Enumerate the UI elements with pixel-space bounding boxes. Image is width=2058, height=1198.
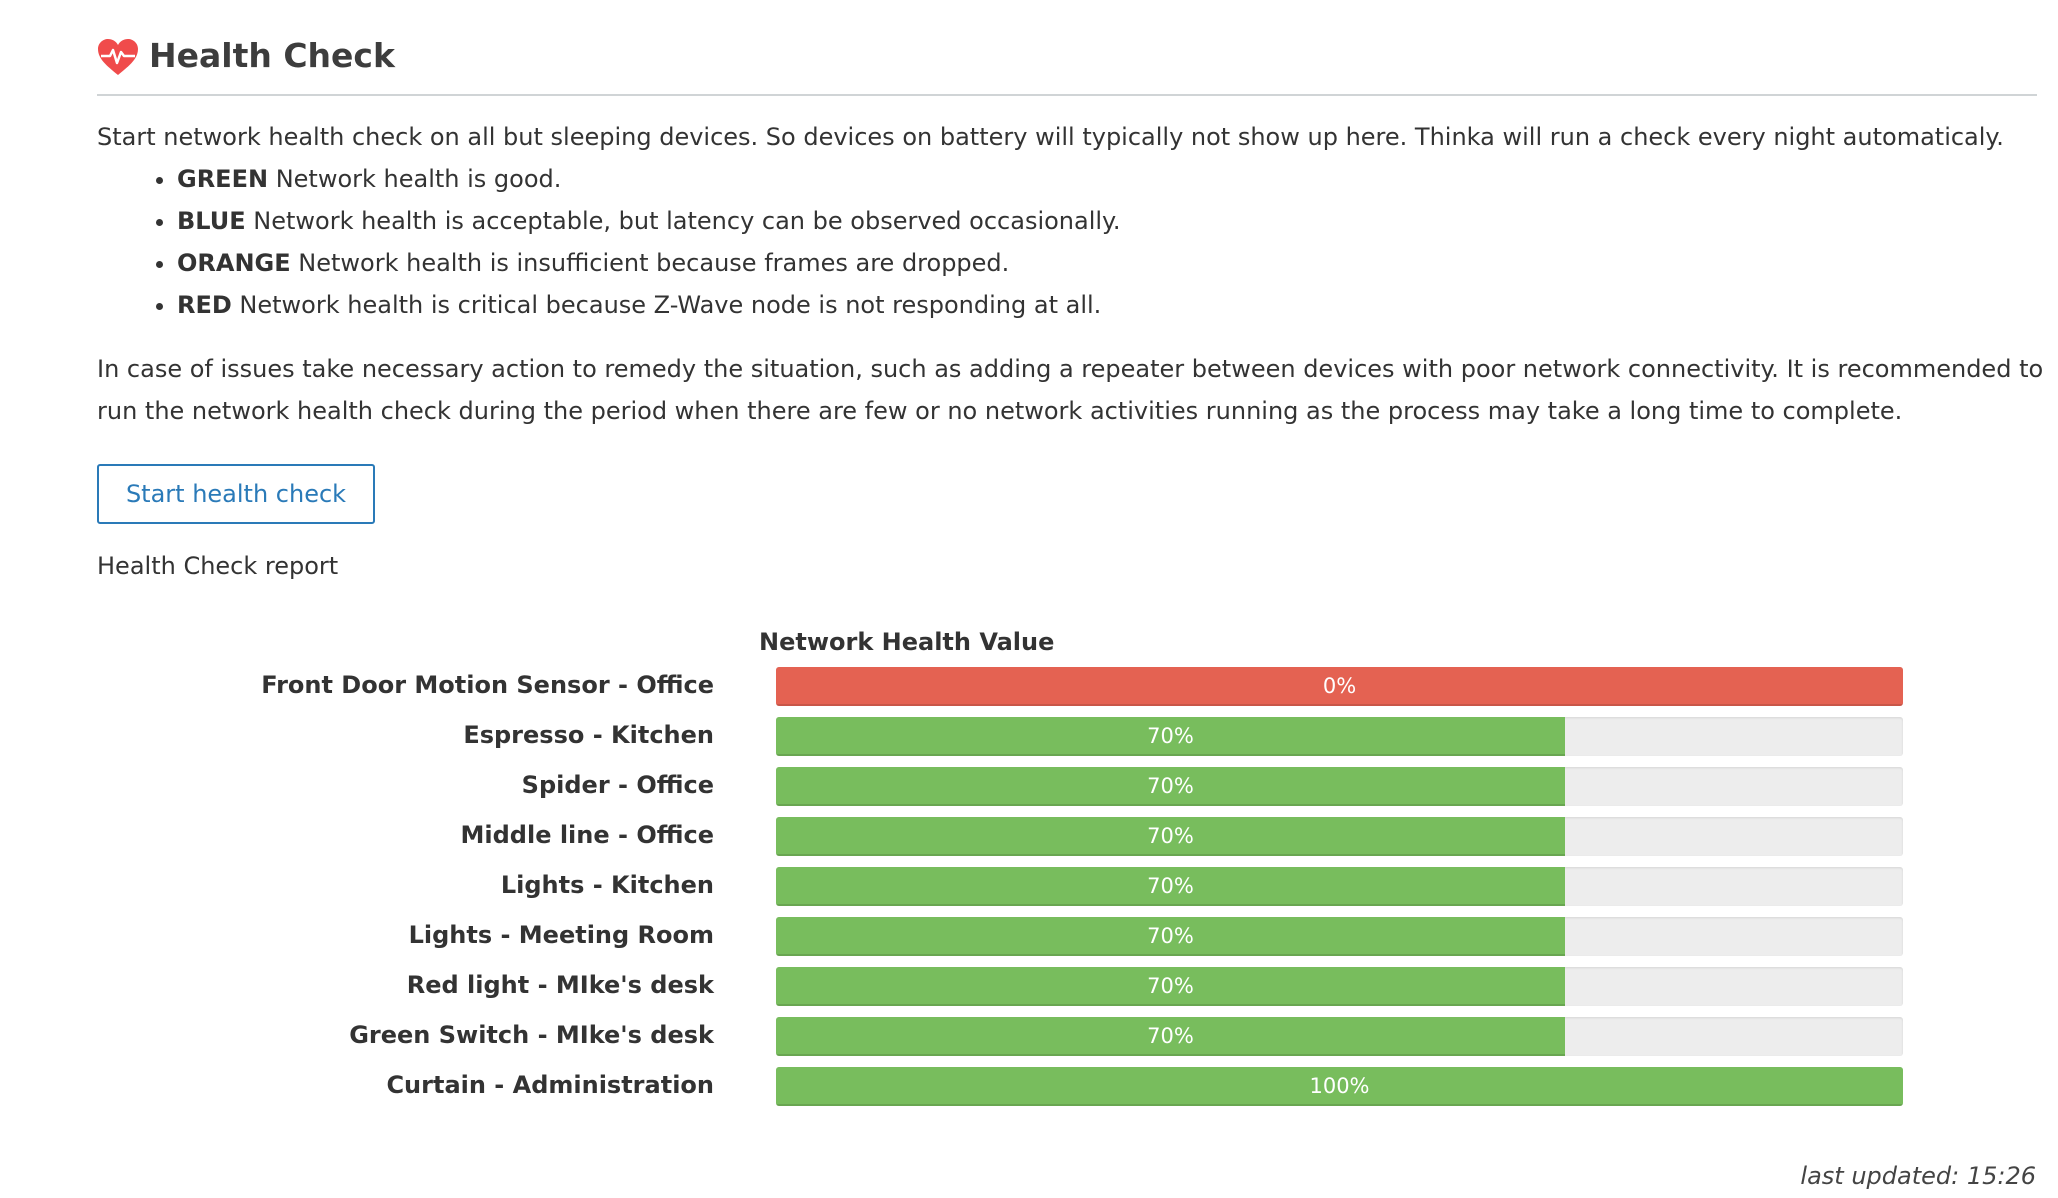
device-row: Lights - Meeting Room 70% [0,917,2058,957]
legend-list: GREEN Network health is good. BLUE Netwo… [97,158,2047,326]
health-progress-bar: 70% [776,717,1903,756]
health-progress-bar: 70% [776,967,1903,1006]
health-value: 0% [1322,674,1357,698]
health-progress-bar: 70% [776,817,1903,856]
device-row: Lights - Kitchen 70% [0,867,2058,907]
health-bar-fill: 70% [776,867,1565,906]
intro-section: Start network health check on all but sl… [97,116,2047,326]
health-progress-bar: 70% [776,917,1903,956]
last-updated: last updated: 15:26 [1800,1162,2036,1190]
device-row: Green Switch - MIke's desk 70% [0,1017,2058,1057]
health-value: 100% [1309,1074,1370,1098]
health-value: 70% [1147,874,1194,898]
intro-text: Start network health check on all but sl… [97,123,2004,151]
health-bar-fill: 70% [776,1017,1565,1056]
page-header: Health Check [97,30,2037,96]
device-name: Espresso - Kitchen [463,721,714,749]
legend-item-blue: BLUE Network health is acceptable, but l… [177,200,2047,242]
health-progress-bar: 70% [776,767,1903,806]
health-bar-fill: 100% [776,1067,1903,1106]
device-name: Green Switch - MIke's desk [349,1021,714,1049]
health-value: 70% [1147,824,1194,848]
device-name: Lights - Meeting Room [408,921,714,949]
health-progress-bar: 0% [776,667,1903,706]
device-row: Front Door Motion Sensor - Office 0% [0,667,2058,707]
legend-item-red: RED Network health is critical because Z… [177,284,2047,326]
page-title: Health Check [149,36,395,75]
health-bar-fill: 70% [776,967,1565,1006]
health-bar-fill: 70% [776,817,1565,856]
health-value: 70% [1147,924,1194,948]
start-health-check-button[interactable]: Start health check [97,464,375,524]
device-row: Espresso - Kitchen 70% [0,717,2058,757]
health-value: 70% [1147,724,1194,748]
device-name: Spider - Office [521,771,714,799]
device-row: Curtain - Administration 100% [0,1067,2058,1107]
health-bar-fill: 70% [776,717,1565,756]
legend-item-green: GREEN Network health is good. [177,158,2047,200]
report-label: Health Check report [97,552,339,580]
health-value: 70% [1147,1024,1194,1048]
device-row: Middle line - Office 70% [0,817,2058,857]
health-value: 70% [1147,774,1194,798]
legend-item-orange: ORANGE Network health is insufficient be… [177,242,2047,284]
health-bar-fill: 0% [776,667,1903,706]
device-name: Red light - MIke's desk [406,971,714,999]
chart-title: Network Health Value [759,628,1055,656]
advice-text: In case of issues take necessary action … [97,355,2044,425]
device-name: Lights - Kitchen [500,871,714,899]
device-name: Front Door Motion Sensor - Office [261,671,714,699]
device-name: Middle line - Office [460,821,715,849]
health-progress-bar: 70% [776,1017,1903,1056]
health-progress-bar: 100% [776,1067,1903,1106]
health-progress-bar: 70% [776,867,1903,906]
device-row: Red light - MIke's desk 70% [0,967,2058,1007]
health-bar-fill: 70% [776,767,1565,806]
heart-pulse-icon [98,39,138,75]
device-row: Spider - Office 70% [0,767,2058,807]
device-name: Curtain - Administration [386,1071,714,1099]
health-bar-fill: 70% [776,917,1565,956]
health-value: 70% [1147,974,1194,998]
